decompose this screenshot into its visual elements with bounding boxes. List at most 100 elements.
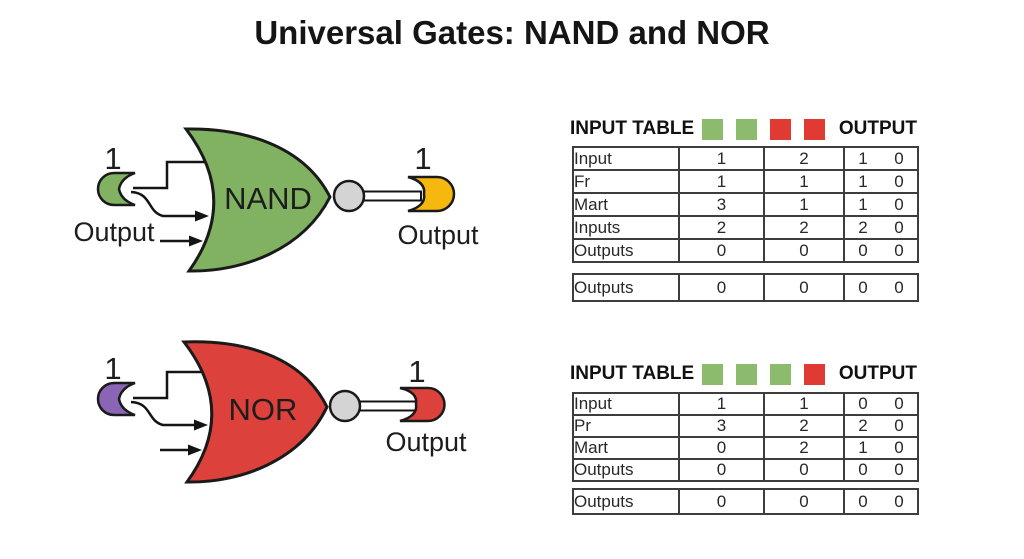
cell: 0 — [894, 240, 904, 260]
cell: 0 — [894, 277, 904, 297]
nor-gate-diagram: 1 NOR 1 Output — [96, 340, 467, 484]
legend-squares — [702, 363, 826, 385]
cell: 1 — [858, 148, 868, 168]
row-label: Mart — [572, 192, 680, 217]
row-label: Inputs — [572, 215, 680, 240]
cell: 1 — [678, 169, 765, 194]
nor-gate-label: NOR — [229, 392, 298, 427]
nand-input-label: Output — [73, 217, 155, 247]
nand-output-label: Output — [397, 220, 479, 250]
cell: 0 — [894, 148, 904, 168]
arrowhead-icon — [189, 235, 203, 247]
cell: 0 — [894, 194, 904, 214]
legend-squares — [702, 118, 826, 140]
row-label: Outputs — [572, 488, 680, 515]
cell: 0 — [858, 460, 868, 479]
nand-table-header: INPUT TABLE OUTPUT — [570, 116, 917, 142]
row-label: Pr — [572, 414, 680, 438]
nor-input-tag — [96, 381, 136, 417]
cell: 2 — [858, 217, 868, 237]
cell: 1 — [858, 171, 868, 191]
legend-square — [804, 118, 826, 140]
nand-output-tag — [407, 175, 456, 213]
cell: 2 — [858, 416, 868, 435]
cell: 2 — [678, 215, 765, 240]
nor-output-wire — [359, 400, 418, 412]
cell: 1 — [678, 392, 765, 416]
cell: 0 — [894, 491, 904, 511]
nand-gate-label: NAND — [224, 181, 312, 216]
arrowhead-icon — [188, 444, 202, 456]
nand-gate-diagram: 1 Output NAND 1 Output — [73, 127, 479, 273]
nor-output-tag — [399, 386, 446, 423]
row-label: Outputs — [572, 458, 680, 482]
nor-input-value: 1 — [104, 351, 121, 386]
cell: 2 — [763, 146, 845, 171]
cell: 0 — [858, 491, 868, 511]
cell: 0 — [678, 458, 765, 482]
nor-input-wire-mid — [130, 400, 194, 427]
nor-input-wire-top — [133, 370, 201, 400]
row-label: Outputs — [572, 238, 680, 263]
cell: 1 — [858, 438, 868, 457]
nand-output-value: 1 — [414, 141, 431, 176]
cell: 0 — [763, 458, 845, 482]
legend-square — [736, 363, 758, 385]
nand-input-value: 1 — [104, 141, 121, 176]
cell: 0 — [894, 171, 904, 191]
cell: 0 — [763, 273, 845, 302]
cell: 0 — [894, 438, 904, 457]
input-table-title: INPUT TABLE — [570, 118, 695, 139]
nand-input-tag — [96, 171, 136, 207]
cell: 0 — [678, 238, 765, 263]
nor-gate-body — [181, 340, 329, 484]
row-label: Input — [572, 146, 680, 171]
cell: 0 — [763, 488, 845, 515]
cell: 0 — [894, 416, 904, 435]
nand-output-wire — [363, 190, 422, 202]
arrowhead-icon — [195, 210, 209, 222]
row-label: Outputs — [572, 273, 680, 302]
nor-inversion-bubble — [328, 389, 362, 423]
nor-output-label: Output — [385, 427, 467, 457]
cell: 3 — [678, 414, 765, 438]
row-label: Fr — [572, 169, 680, 194]
cell: 1 — [678, 146, 765, 171]
output-title: OUTPUT — [838, 363, 917, 384]
cell: 0 — [678, 436, 765, 460]
cell: 0 — [678, 273, 765, 302]
cell: 0 — [894, 217, 904, 237]
output-title: OUTPUT — [838, 118, 917, 139]
nand-input-wire-top — [133, 160, 206, 190]
cell: 0 — [894, 394, 904, 413]
cell: 1 — [763, 169, 845, 194]
row-label: Input — [572, 392, 680, 416]
nand-gate-body — [183, 127, 332, 273]
nand-inversion-bubble — [332, 179, 366, 213]
